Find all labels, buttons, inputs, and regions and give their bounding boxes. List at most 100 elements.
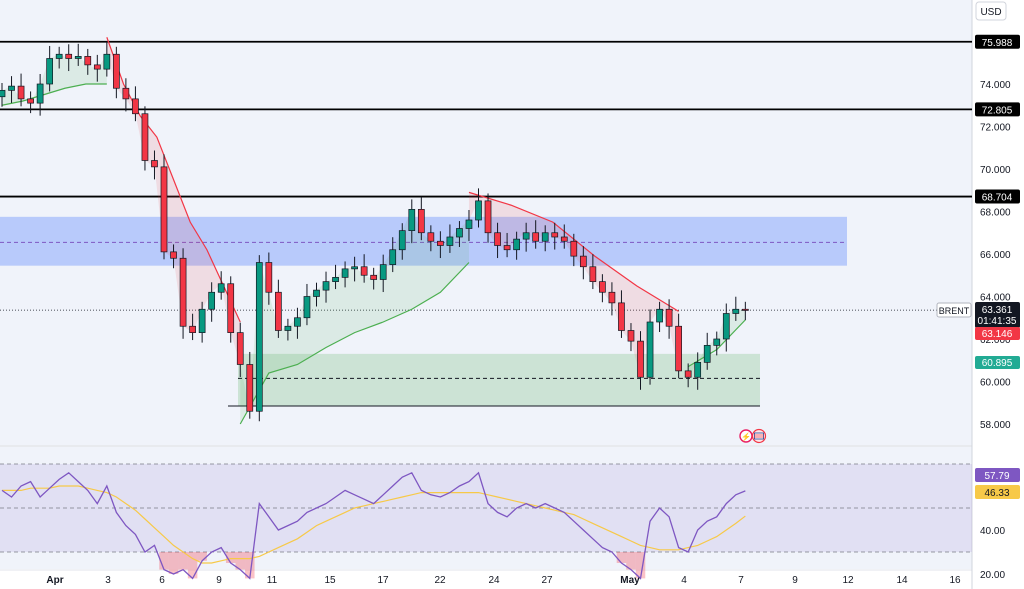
candle-body[interactable]: [713, 338, 721, 346]
candle-body[interactable]: [55, 53, 63, 59]
last-price-badge: 63.361 01:41:35: [975, 302, 1020, 328]
candle-body[interactable]: [265, 262, 273, 293]
candle-body[interactable]: [227, 283, 235, 333]
price-axis[interactable]: 58.000 60.000 62.000 64.000 66.000 68.000 70.0…: [975, 34, 1020, 581]
candle-body[interactable]: [208, 291, 216, 310]
symbol-label: BRENT: [939, 306, 970, 316]
price-tick-label: 58.000: [980, 420, 1011, 431]
time-tick-label: 17: [377, 575, 389, 586]
candle-body[interactable]: [341, 268, 349, 278]
candle-body[interactable]: [379, 264, 387, 280]
candle-body[interactable]: [599, 281, 606, 293]
candle-body[interactable]: [17, 85, 25, 100]
candle-body[interactable]: [322, 281, 330, 291]
currency-selector[interactable]: USD: [975, 1, 1007, 21]
currency-label: USD: [980, 7, 1001, 18]
candle-body[interactable]: [284, 325, 292, 331]
candle-body[interactable]: [589, 266, 597, 282]
candle-body[interactable]: [122, 87, 130, 100]
candle-body[interactable]: [579, 255, 587, 268]
candle-body[interactable]: [665, 308, 673, 327]
candle-body[interactable]: [741, 308, 749, 311]
candle-body[interactable]: [541, 232, 549, 242]
rsi-oversold-fill: [245, 552, 255, 579]
candle-body[interactable]: [694, 362, 702, 378]
candle-body[interactable]: [160, 166, 168, 253]
candle-body[interactable]: [608, 291, 616, 304]
candle-body[interactable]: [570, 240, 578, 257]
trailing-stop-fill: [240, 209, 469, 424]
candle-body[interactable]: [217, 283, 225, 293]
rsi-ma-value: 46.33: [984, 488, 1009, 499]
candle-body[interactable]: [46, 58, 54, 85]
time-tick-label: 15: [324, 575, 336, 586]
candle-body[interactable]: [389, 249, 397, 265]
candle-body[interactable]: [456, 228, 463, 238]
time-axis[interactable]: Apr 3 6 9 11 15 17 22 24 27 May 4 7 9 12 14 16: [46, 575, 961, 586]
candle-body[interactable]: [360, 266, 368, 276]
candle-body[interactable]: [189, 325, 196, 333]
candle-body[interactable]: [732, 308, 740, 314]
time-tick-label: 11: [267, 575, 278, 586]
candle-body[interactable]: [417, 209, 425, 234]
candle-body[interactable]: [275, 291, 282, 331]
candle-body[interactable]: [236, 332, 244, 365]
candle-body[interactable]: [103, 53, 111, 70]
candle-body[interactable]: [646, 321, 654, 378]
price-pane: [0, 37, 972, 425]
candle-body[interactable]: [437, 240, 444, 246]
rsi-oversold-fill: [635, 552, 646, 579]
candle-body[interactable]: [132, 98, 139, 115]
candle-body[interactable]: [722, 313, 730, 340]
candle-body[interactable]: [446, 236, 454, 246]
candle-body[interactable]: [656, 308, 663, 323]
candle-body[interactable]: [627, 330, 635, 342]
candle-body[interactable]: [303, 296, 311, 319]
candle-body[interactable]: [313, 289, 320, 297]
candle-body[interactable]: [93, 64, 101, 70]
candle-body[interactable]: [151, 160, 158, 168]
candle-body[interactable]: [484, 200, 492, 234]
candle-body[interactable]: [0, 90, 6, 98]
candle-body[interactable]: [703, 345, 711, 363]
candle-body[interactable]: [503, 245, 511, 251]
candle-body[interactable]: [618, 302, 625, 331]
candle-body[interactable]: [170, 251, 177, 259]
candle-body[interactable]: [560, 236, 568, 242]
candle-body[interactable]: [246, 364, 254, 412]
candle-body[interactable]: [113, 53, 120, 89]
candle-body[interactable]: [179, 257, 187, 327]
candle-body[interactable]: [65, 53, 73, 59]
candle-body[interactable]: [198, 308, 206, 333]
candle-body[interactable]: [494, 232, 501, 246]
candle-body[interactable]: [255, 262, 263, 412]
events-icon-group[interactable]: ⚡: [739, 428, 767, 444]
candle-body[interactable]: [532, 232, 540, 242]
candle-body[interactable]: [74, 56, 82, 59]
candle-body[interactable]: [27, 98, 34, 104]
candle-body[interactable]: [684, 370, 692, 378]
candle-body[interactable]: [637, 340, 644, 378]
candle-body[interactable]: [465, 219, 473, 229]
candle-body[interactable]: [551, 232, 559, 238]
candle-body[interactable]: [427, 232, 435, 242]
candle-body[interactable]: [513, 238, 520, 251]
candle-body[interactable]: [522, 232, 530, 240]
candle-body[interactable]: [408, 209, 416, 231]
candle-body[interactable]: [370, 274, 378, 280]
candle-body[interactable]: [475, 200, 482, 221]
price-tick-label: 62.000: [980, 335, 1011, 346]
candle-body[interactable]: [675, 325, 682, 372]
candle-body[interactable]: [332, 277, 339, 282]
candle-body[interactable]: [84, 56, 92, 66]
candle-body[interactable]: [398, 230, 406, 251]
candle-body[interactable]: [351, 266, 358, 270]
lightning-icon: ⚡: [741, 432, 751, 442]
candle-body[interactable]: [36, 83, 44, 104]
candle-body[interactable]: [8, 85, 15, 91]
rsi-value: 57.79: [984, 471, 1009, 482]
candle-body[interactable]: [141, 113, 149, 161]
time-tick-label: 6: [159, 575, 165, 586]
candle-body[interactable]: [294, 317, 301, 327]
